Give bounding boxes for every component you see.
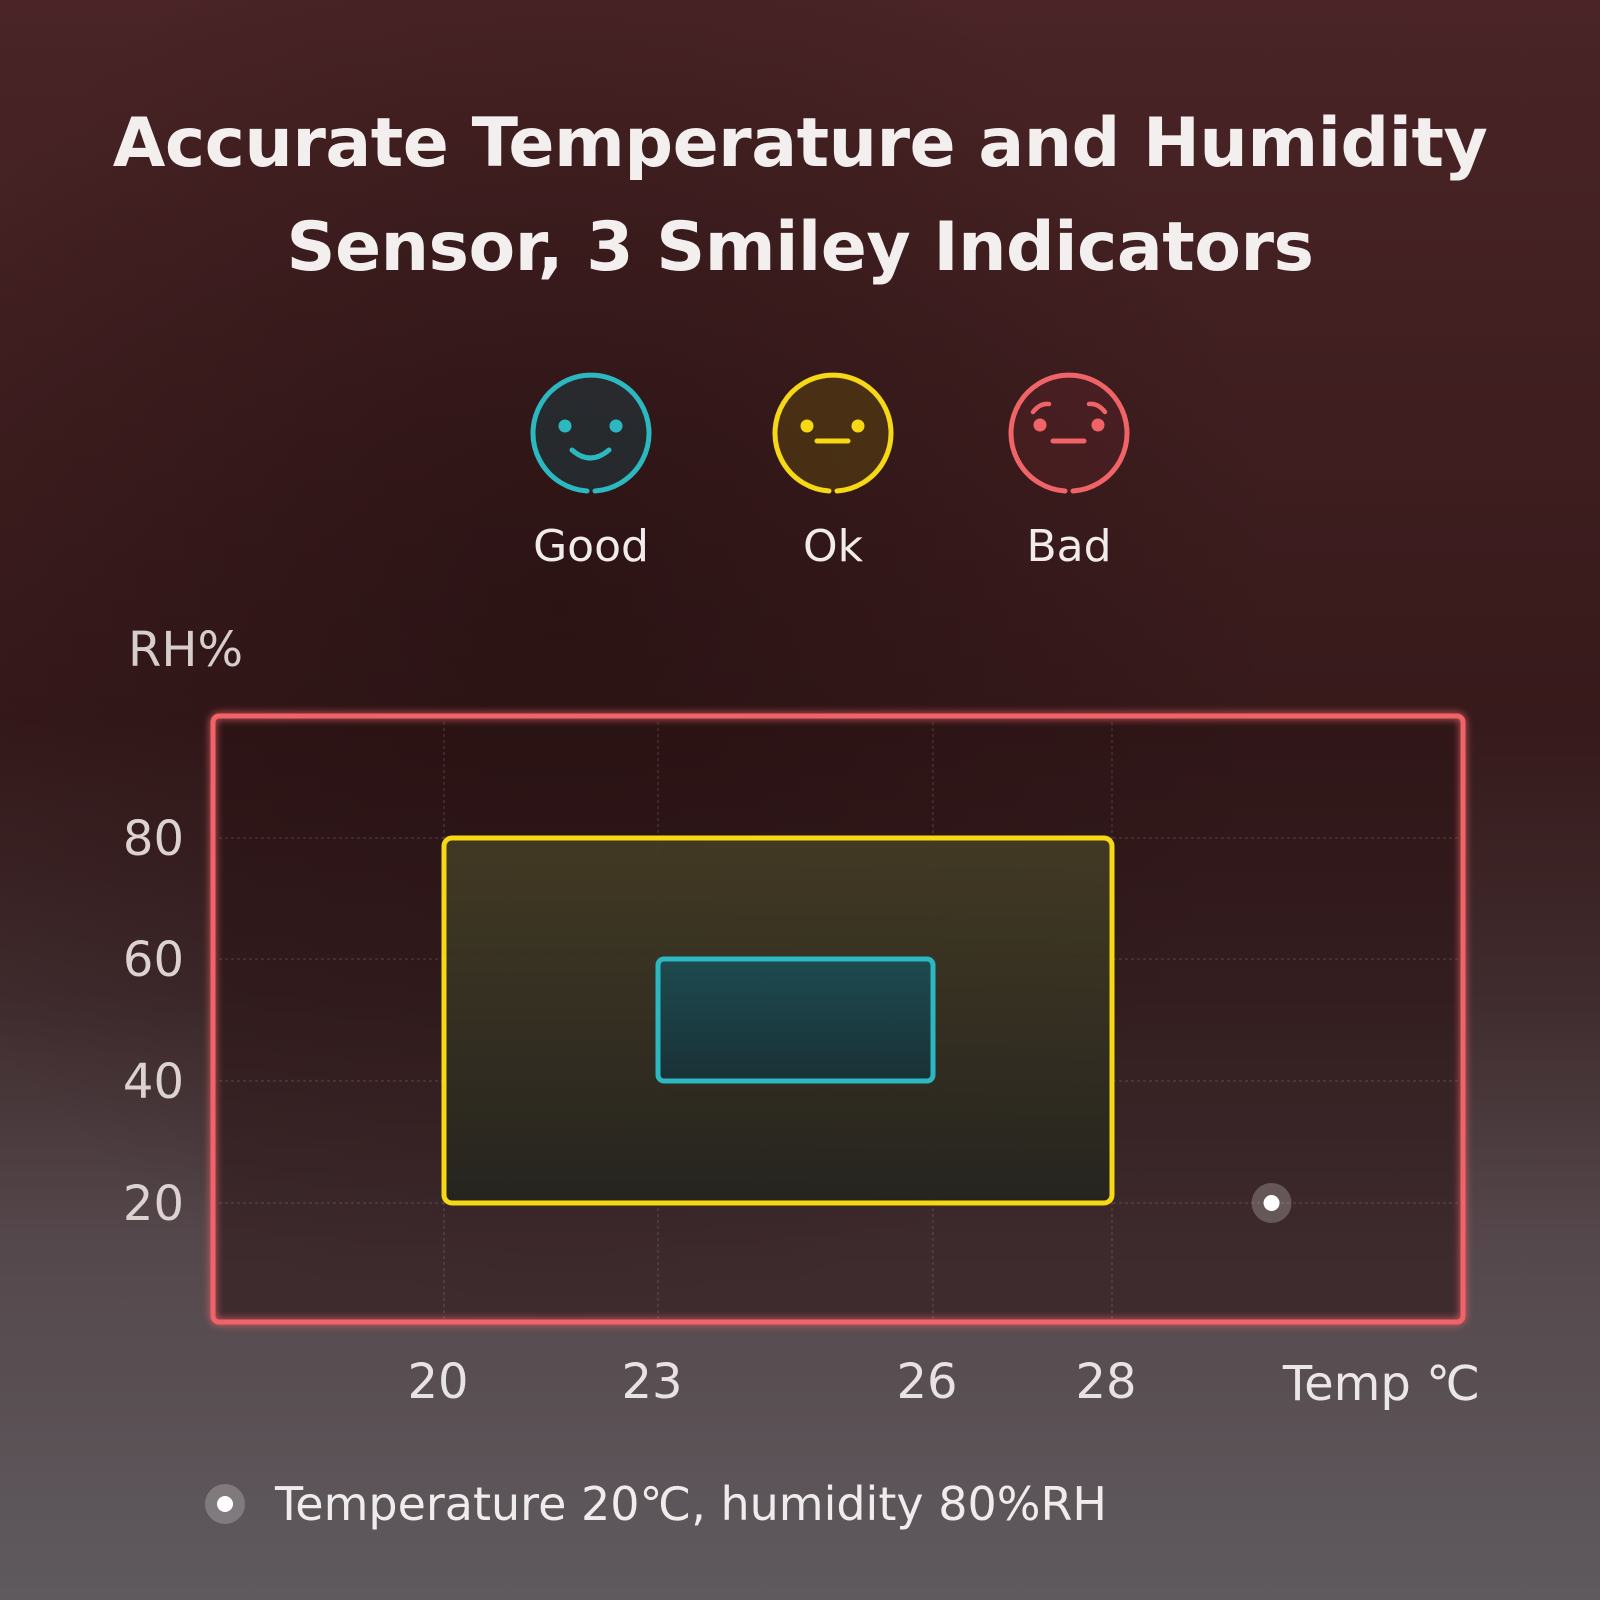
title-line-2: Sensor, 3 Smiley Indicators [286, 208, 1314, 287]
chart-legend: Temperature 20℃, humidity 80%RH [205, 1474, 1107, 1534]
x-tick-label: 28 [1075, 1354, 1136, 1410]
x-tick-label: 20 [407, 1354, 468, 1410]
page-title: Accurate Temperature and Humidity Sensor… [0, 92, 1600, 300]
x-tick-label: 23 [621, 1354, 682, 1410]
title-line-1: Accurate Temperature and Humidity [112, 104, 1488, 183]
legend-point-marker [205, 1484, 245, 1524]
indicator-bad-label: Bad [1026, 521, 1112, 572]
smiley-good-icon [530, 372, 652, 494]
zone-bad-border [210, 713, 1466, 1325]
indicator-bad: Bad [969, 372, 1169, 572]
smiley-ok-icon [772, 372, 894, 494]
data-point [1263, 1195, 1280, 1211]
x-axis-label: Temp ℃ [1282, 1356, 1480, 1412]
y-axis-label: RH% [128, 622, 243, 678]
y-tick-label: 40 [123, 1054, 184, 1110]
indicator-good: Good [491, 372, 691, 572]
zone-good [655, 956, 936, 1084]
x-tick-label: 26 [896, 1354, 957, 1410]
indicator-ok: Ok [733, 372, 933, 572]
y-tick-label: 60 [123, 932, 184, 988]
y-tick-label: 80 [123, 811, 184, 867]
y-tick-label: 20 [123, 1176, 184, 1232]
legend-text: Temperature 20℃, humidity 80%RH [275, 1477, 1107, 1531]
indicator-ok-label: Ok [802, 521, 864, 572]
smiley-bad-icon [1008, 372, 1130, 494]
indicator-good-label: Good [533, 521, 649, 572]
